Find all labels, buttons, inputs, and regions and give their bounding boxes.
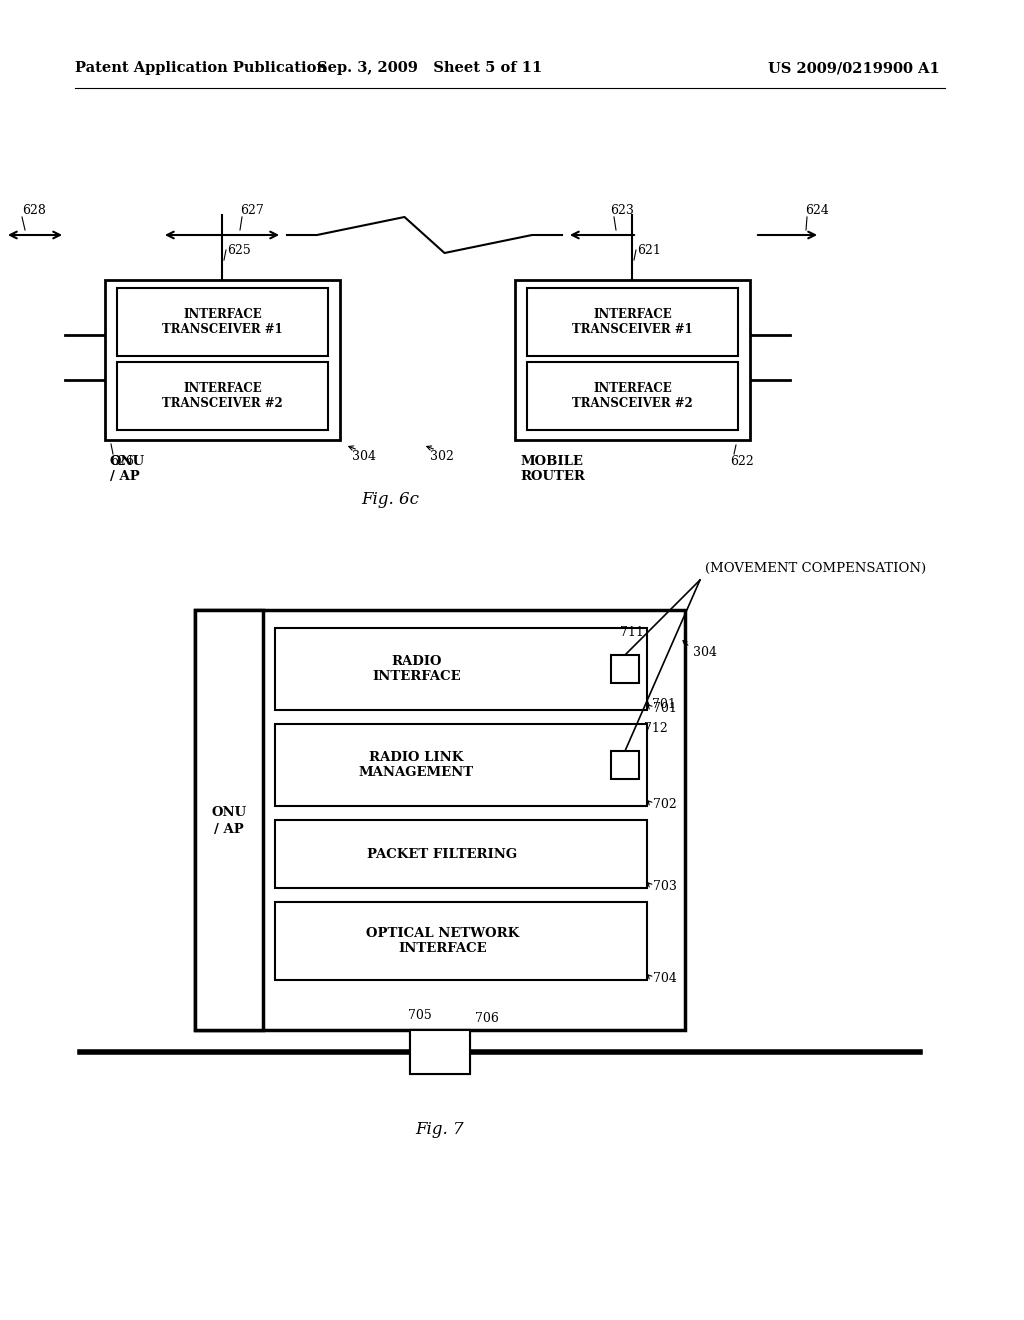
Text: 623: 623 (610, 205, 634, 216)
Bar (275, 628, 647, 710)
Text: 302: 302 (430, 450, 454, 463)
Bar (515, 280, 750, 440)
Text: PACKET FILTERING: PACKET FILTERING (368, 847, 517, 861)
Text: 625: 625 (227, 243, 251, 256)
Text: 705: 705 (408, 1008, 432, 1022)
Bar (527, 288, 738, 356)
Text: US 2009/0219900 A1: US 2009/0219900 A1 (768, 61, 940, 75)
Text: 712: 712 (644, 722, 668, 735)
Bar (527, 362, 738, 430)
Bar (105, 280, 340, 440)
Bar (275, 820, 647, 888)
Text: 626: 626 (110, 455, 134, 469)
Text: ONU: ONU (211, 805, 247, 818)
Text: Fig. 6c: Fig. 6c (361, 491, 419, 508)
Text: MOBILE: MOBILE (520, 455, 583, 469)
Text: ONU: ONU (110, 455, 145, 469)
Text: INTERFACE
TRANSCEIVER #2: INTERFACE TRANSCEIVER #2 (572, 381, 693, 411)
Text: 627: 627 (240, 205, 264, 216)
Text: 624: 624 (805, 205, 828, 216)
Text: INTERFACE
TRANSCEIVER #1: INTERFACE TRANSCEIVER #1 (162, 308, 283, 337)
Bar (117, 362, 328, 430)
Text: 621: 621 (637, 243, 660, 256)
Text: / AP: / AP (214, 824, 244, 837)
Bar (275, 902, 647, 979)
Text: 711: 711 (620, 627, 644, 639)
Bar (275, 723, 647, 807)
Bar (117, 288, 328, 356)
Bar (611, 655, 639, 682)
Text: 704: 704 (653, 972, 677, 985)
Text: 702: 702 (653, 797, 677, 810)
Text: ROUTER: ROUTER (520, 470, 585, 483)
Text: INTERFACE
TRANSCEIVER #1: INTERFACE TRANSCEIVER #1 (572, 308, 693, 337)
Text: (MOVEMENT COMPENSATION): (MOVEMENT COMPENSATION) (705, 561, 926, 574)
Text: / AP: / AP (110, 470, 139, 483)
Text: OPTICAL NETWORK
INTERFACE: OPTICAL NETWORK INTERFACE (366, 927, 519, 954)
Text: Fig. 7: Fig. 7 (416, 1121, 464, 1138)
Text: 622: 622 (730, 455, 754, 469)
Text: RADIO
INTERFACE: RADIO INTERFACE (372, 655, 461, 682)
Text: 706: 706 (475, 1012, 499, 1026)
Bar (195, 610, 685, 1030)
Text: Sep. 3, 2009   Sheet 5 of 11: Sep. 3, 2009 Sheet 5 of 11 (317, 61, 543, 75)
Text: 304: 304 (693, 645, 717, 659)
Bar (195, 610, 263, 1030)
Bar (410, 1030, 470, 1074)
Text: 304: 304 (352, 450, 376, 463)
Text: 701: 701 (652, 698, 676, 711)
Text: 701: 701 (653, 701, 677, 714)
Text: 628: 628 (22, 205, 46, 216)
Bar (410, 1030, 470, 1074)
Text: RADIO LINK
MANAGEMENT: RADIO LINK MANAGEMENT (358, 751, 474, 779)
Text: INTERFACE
TRANSCEIVER #2: INTERFACE TRANSCEIVER #2 (162, 381, 283, 411)
Text: Patent Application Publication: Patent Application Publication (75, 61, 327, 75)
Bar (611, 751, 639, 779)
Text: 703: 703 (653, 879, 677, 892)
